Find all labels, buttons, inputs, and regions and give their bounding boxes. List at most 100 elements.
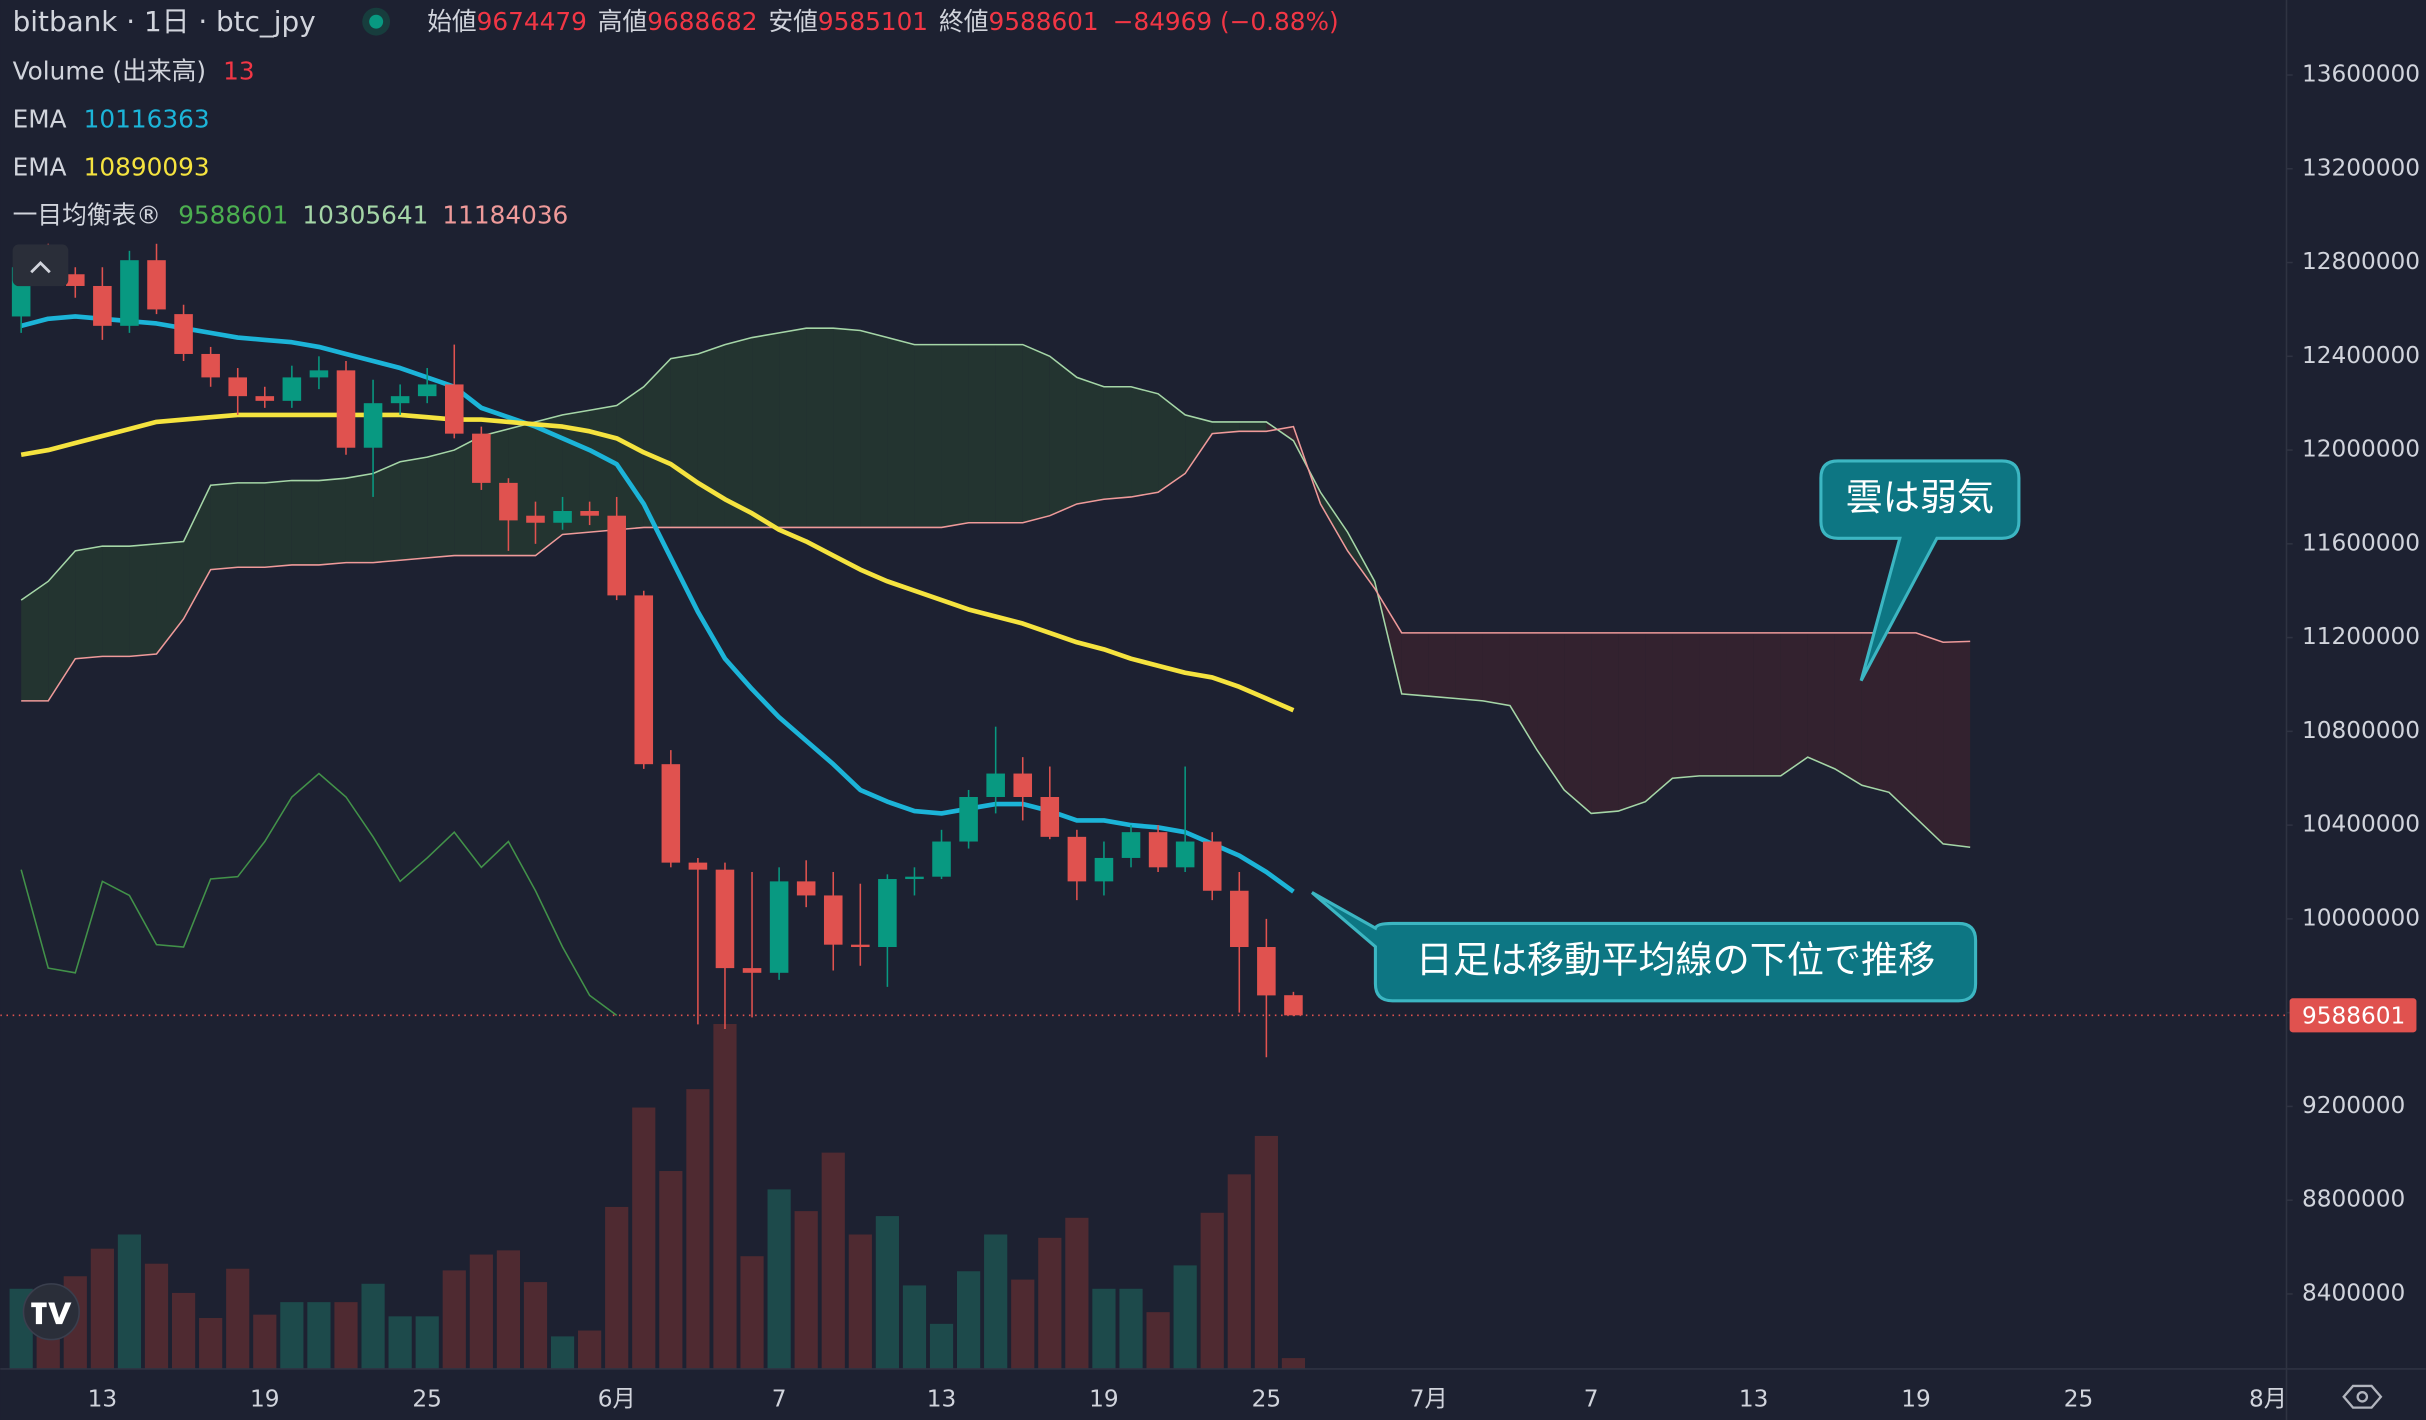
candle-body (905, 876, 924, 880)
candle-body (1230, 890, 1249, 948)
volume-bar (1227, 1174, 1251, 1369)
y-tick-label: 11600000 (2302, 529, 2420, 556)
ichimoku-line (20, 327, 1971, 849)
collapse-button[interactable] (12, 244, 69, 287)
ichimoku-legend[interactable]: 一目均衡表® 9588601 10305641 11184036 (13, 201, 569, 230)
candle-body (174, 314, 193, 354)
cloud-segment (616, 386, 644, 530)
volume-bar (740, 1256, 764, 1369)
candle-body (986, 773, 1005, 797)
candle-body (1257, 947, 1276, 996)
x-tick-label: 19 (250, 1385, 280, 1412)
cloud-segment (752, 332, 780, 528)
ohlc-label: 安値 (768, 7, 817, 36)
cloud-segment (860, 330, 888, 528)
y-tick-label: 8400000 (2302, 1279, 2405, 1306)
ema-legend[interactable]: EMA 10890093 (13, 153, 210, 182)
annotation-text: 雲は弱気 (1846, 476, 1994, 519)
volume-bar (523, 1282, 548, 1369)
volume-bar (90, 1248, 114, 1369)
cloud-segment (183, 485, 211, 619)
annotation: 雲は弱気 (1819, 459, 2021, 682)
volume-bar (1146, 1312, 1170, 1369)
cloud-segment (1618, 632, 1646, 812)
cloud-segment (264, 480, 292, 568)
cloud-segment (1834, 632, 1862, 786)
x-tick-label: 25 (412, 1385, 442, 1412)
ichimoku-line (20, 772, 618, 1016)
cloud-segment (1537, 632, 1565, 790)
candle-body (742, 968, 762, 973)
x-tick-label: 19 (1901, 1385, 1931, 1412)
cloud-segment (1022, 344, 1050, 523)
cloud-segment (1320, 492, 1348, 551)
volume-bar (1254, 1135, 1278, 1369)
volume-bar (1038, 1237, 1062, 1369)
cloud-segment (1861, 632, 1889, 793)
y-tick-label: 10000000 (2302, 904, 2420, 931)
volume-bar (496, 1250, 521, 1369)
x-tick-label: 7 (772, 1385, 787, 1412)
candle-body (147, 260, 166, 310)
candle-body (282, 377, 302, 401)
cloud-segment (1131, 386, 1159, 497)
volume-bar (1119, 1288, 1143, 1369)
candle-body (959, 796, 978, 842)
candle-body (472, 433, 491, 483)
candle-body (580, 511, 599, 516)
cloud-segment (1888, 632, 1917, 819)
chart-title: bitbank · 1日 · btc_jpy (13, 5, 316, 38)
cloud-segment (724, 337, 753, 528)
candle-body (444, 384, 464, 434)
ema-line (20, 412, 1295, 713)
candle-body (363, 403, 383, 448)
volume-bar (469, 1254, 493, 1369)
legend-name: EMA (13, 153, 67, 182)
y-tick-label: 9200000 (2302, 1092, 2405, 1119)
settings-icon[interactable] (2342, 1384, 2383, 1409)
ohlc-value: 9674479 (477, 7, 587, 36)
x-tick-label: 7月 (1410, 1385, 1448, 1412)
volume-bar (334, 1302, 358, 1369)
ohlc-legend: 始値9674479 高値9688682 安値9585101 終値9588601 … (427, 7, 1338, 36)
cloud-segment (1753, 632, 1781, 776)
cloud-segment (129, 543, 157, 657)
price-label-box (2289, 998, 2417, 1033)
cloud-segment (1239, 421, 1267, 432)
candle-body (661, 764, 681, 863)
candle-body (93, 285, 112, 326)
candle-body (1094, 857, 1114, 882)
volume-bar (902, 1285, 927, 1369)
cloud-segment (1347, 532, 1375, 589)
x-tick-label: 7 (1584, 1385, 1599, 1412)
cloud-segment (1726, 632, 1754, 776)
ohlc-value: 9585101 (818, 7, 928, 36)
ema-legend[interactable]: EMA 10116363 (13, 105, 210, 134)
legend-name: Volume (出来高) (13, 57, 206, 86)
volume-bar (144, 1263, 169, 1369)
callout-box (1310, 891, 1978, 1003)
volume-bar (821, 1152, 845, 1369)
volume-bar (1092, 1288, 1116, 1369)
volume-bar (875, 1216, 899, 1369)
cloud-segment (1509, 632, 1538, 751)
volume-bar (550, 1336, 575, 1369)
candle-body (878, 879, 897, 948)
volume-bar (388, 1316, 412, 1369)
legend-name: 一目均衡表® (13, 201, 161, 230)
y-tick-label: 10800000 (2302, 717, 2420, 744)
cloud-segment (1076, 377, 1104, 504)
candle-body (851, 944, 870, 948)
volume-legend[interactable]: Volume (出来高) 13 (13, 57, 255, 86)
ohlc-label: 終値 (939, 7, 988, 36)
cloud-segment (48, 550, 76, 701)
annotation: 日足は移動平均線の下位で推移 (1310, 891, 1978, 1003)
cloud-segment (427, 450, 455, 558)
candle-body (1148, 832, 1168, 868)
volume-bar (171, 1292, 196, 1369)
cloud-segment (1185, 414, 1213, 474)
cloud-segment (237, 482, 265, 568)
logo[interactable] (22, 1283, 80, 1341)
